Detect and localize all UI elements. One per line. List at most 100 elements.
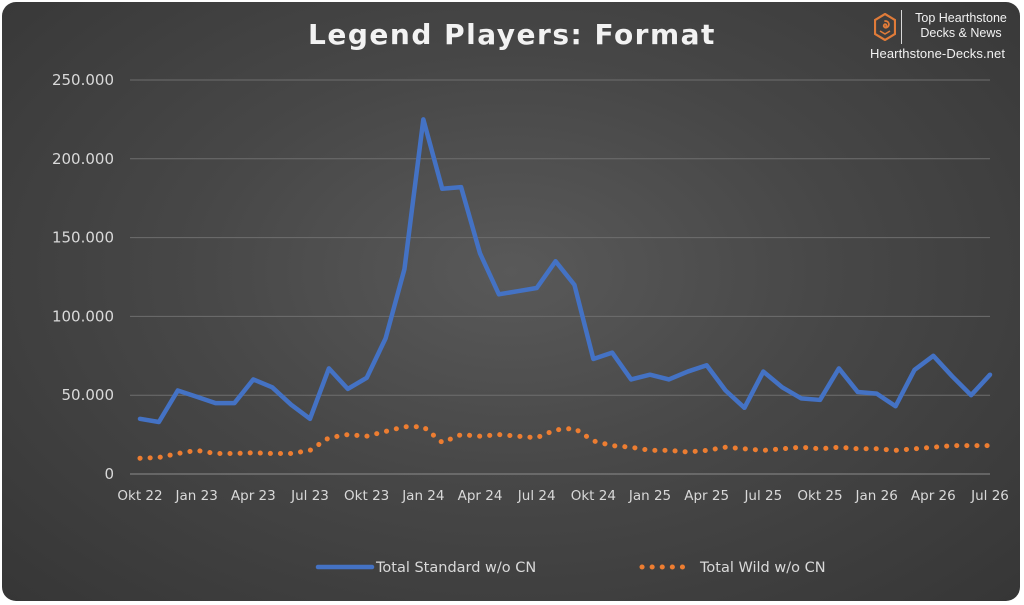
data-point[interactable] bbox=[987, 443, 993, 449]
data-point[interactable] bbox=[231, 400, 237, 406]
data-point[interactable] bbox=[893, 447, 899, 453]
data-point[interactable] bbox=[779, 384, 785, 390]
data-point[interactable] bbox=[420, 424, 426, 430]
data-point[interactable] bbox=[666, 376, 672, 382]
data-point[interactable] bbox=[326, 435, 332, 441]
data-point[interactable] bbox=[439, 439, 445, 445]
data-point[interactable] bbox=[345, 386, 351, 392]
data-point[interactable] bbox=[175, 387, 181, 393]
data-point[interactable] bbox=[590, 356, 596, 362]
data-point[interactable] bbox=[741, 446, 747, 452]
data-point[interactable] bbox=[930, 444, 936, 450]
data-point[interactable] bbox=[704, 362, 710, 368]
data-point[interactable] bbox=[968, 443, 974, 449]
data-point[interactable] bbox=[534, 285, 540, 291]
data-point[interactable] bbox=[420, 116, 426, 122]
data-point[interactable] bbox=[345, 432, 351, 438]
data-point[interactable] bbox=[647, 447, 653, 453]
x-tick-label: Jan 26 bbox=[855, 488, 898, 504]
data-point[interactable] bbox=[779, 446, 785, 452]
brand-url[interactable]: Hearthstone-Decks.net bbox=[870, 46, 1006, 61]
gridlines bbox=[130, 79, 990, 475]
data-point[interactable] bbox=[477, 250, 483, 256]
data-point[interactable] bbox=[798, 395, 804, 401]
data-point[interactable] bbox=[383, 428, 389, 434]
data-point[interactable] bbox=[307, 416, 313, 422]
data-point[interactable] bbox=[534, 435, 540, 441]
data-point[interactable] bbox=[496, 291, 502, 297]
data-point[interactable] bbox=[213, 400, 219, 406]
data-point[interactable] bbox=[836, 444, 842, 450]
data-point[interactable] bbox=[836, 365, 842, 371]
data-point[interactable] bbox=[704, 447, 710, 453]
data-point[interactable] bbox=[401, 266, 407, 272]
data-point[interactable] bbox=[137, 416, 143, 422]
data-point[interactable] bbox=[156, 419, 162, 425]
data-point[interactable] bbox=[250, 376, 256, 382]
data-point[interactable] bbox=[515, 288, 521, 294]
data-point[interactable] bbox=[364, 375, 370, 381]
data-point[interactable] bbox=[439, 186, 445, 192]
data-point[interactable] bbox=[855, 446, 861, 452]
data-point[interactable] bbox=[458, 432, 464, 438]
data-point[interactable] bbox=[307, 447, 313, 453]
data-point[interactable] bbox=[741, 405, 747, 411]
data-point[interactable] bbox=[496, 432, 502, 438]
data-point[interactable] bbox=[760, 369, 766, 375]
data-point[interactable] bbox=[156, 454, 162, 460]
data-point[interactable] bbox=[194, 447, 200, 453]
data-point[interactable] bbox=[930, 353, 936, 359]
data-point[interactable] bbox=[364, 433, 370, 439]
series-line-standard[interactable] bbox=[137, 117, 993, 425]
data-point[interactable] bbox=[760, 447, 766, 453]
data-point[interactable] bbox=[609, 350, 615, 356]
data-point[interactable] bbox=[911, 446, 917, 452]
data-point[interactable] bbox=[893, 403, 899, 409]
data-point[interactable] bbox=[175, 451, 181, 457]
x-tick-label: Okt 23 bbox=[344, 488, 389, 504]
data-point[interactable] bbox=[477, 433, 483, 439]
data-point[interactable] bbox=[553, 427, 559, 433]
data-point[interactable] bbox=[817, 446, 823, 452]
data-point[interactable] bbox=[817, 397, 823, 403]
data-point[interactable] bbox=[288, 402, 294, 408]
data-point[interactable] bbox=[855, 389, 861, 395]
data-point[interactable] bbox=[288, 451, 294, 457]
series-line-wild[interactable] bbox=[137, 424, 993, 461]
data-point[interactable] bbox=[515, 433, 521, 439]
data-point[interactable] bbox=[458, 184, 464, 190]
data-point[interactable] bbox=[269, 451, 275, 457]
data-point[interactable] bbox=[401, 424, 407, 430]
data-point[interactable] bbox=[949, 443, 955, 449]
data-point[interactable] bbox=[250, 450, 256, 456]
data-point[interactable] bbox=[628, 376, 634, 382]
legend-label: Total Wild w/o CN bbox=[699, 560, 826, 576]
data-point[interactable] bbox=[874, 391, 880, 397]
data-point[interactable] bbox=[326, 365, 332, 371]
data-point[interactable] bbox=[723, 387, 729, 393]
data-point[interactable] bbox=[571, 425, 577, 431]
data-point[interactable] bbox=[874, 446, 880, 452]
data-point[interactable] bbox=[383, 335, 389, 341]
data-point[interactable] bbox=[628, 444, 634, 450]
data-point[interactable] bbox=[213, 451, 219, 457]
data-point[interactable] bbox=[231, 451, 237, 457]
data-point[interactable] bbox=[798, 444, 804, 450]
data-point[interactable] bbox=[553, 258, 559, 264]
data-point[interactable] bbox=[647, 372, 653, 378]
data-point[interactable] bbox=[685, 449, 691, 455]
data-point[interactable] bbox=[269, 384, 275, 390]
data-point[interactable] bbox=[723, 444, 729, 450]
data-point[interactable] bbox=[137, 455, 143, 461]
data-point[interactable] bbox=[590, 438, 596, 444]
data-point[interactable] bbox=[987, 372, 993, 378]
data-point[interactable] bbox=[949, 373, 955, 379]
data-point[interactable] bbox=[194, 394, 200, 400]
data-point[interactable] bbox=[666, 447, 672, 453]
data-point[interactable] bbox=[571, 282, 577, 288]
brand-badge[interactable]: Top Hearthstone Decks & News Hearthstone… bbox=[870, 10, 1020, 66]
data-point[interactable] bbox=[609, 443, 615, 449]
data-point[interactable] bbox=[685, 369, 691, 375]
data-point[interactable] bbox=[911, 367, 917, 373]
data-point[interactable] bbox=[968, 392, 974, 398]
